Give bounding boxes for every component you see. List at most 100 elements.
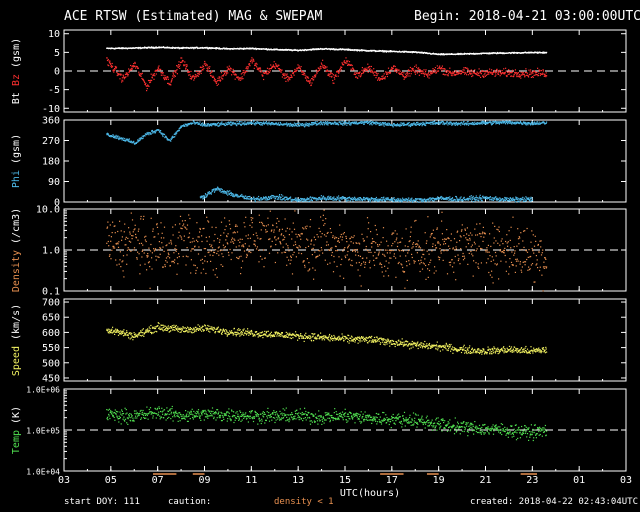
data-point xyxy=(162,134,164,136)
data-point xyxy=(173,252,175,254)
data-point xyxy=(223,247,225,249)
data-point xyxy=(482,120,484,122)
data-point xyxy=(379,199,381,201)
data-point xyxy=(160,68,162,70)
data-point xyxy=(437,196,439,198)
data-point xyxy=(279,194,281,196)
data-point xyxy=(476,123,479,125)
data-point xyxy=(437,122,439,124)
data-point xyxy=(314,251,316,253)
data-point xyxy=(106,242,108,244)
data-point xyxy=(368,198,370,200)
data-point xyxy=(418,201,420,203)
data-point xyxy=(278,198,280,200)
data-point xyxy=(213,252,216,254)
data-point xyxy=(474,198,476,200)
data-point xyxy=(348,124,351,126)
data-point xyxy=(496,52,498,55)
data-point xyxy=(171,79,173,81)
data-point xyxy=(394,65,396,68)
data-point xyxy=(249,65,251,67)
data-point xyxy=(545,72,547,74)
data-point xyxy=(196,75,198,77)
data-point xyxy=(266,73,268,75)
data-point xyxy=(439,123,441,125)
data-point xyxy=(336,122,338,124)
data-point xyxy=(361,122,363,124)
data-point xyxy=(256,123,258,125)
data-point xyxy=(495,122,497,124)
data-point xyxy=(288,125,290,127)
data-point xyxy=(307,270,309,272)
data-point xyxy=(508,69,510,71)
data-point xyxy=(245,195,247,197)
data-point xyxy=(325,121,327,123)
data-point xyxy=(419,69,422,71)
data-point xyxy=(304,226,306,228)
data-point xyxy=(390,198,392,200)
data-point xyxy=(144,81,146,84)
data-point xyxy=(160,237,162,239)
data-point xyxy=(115,137,118,139)
data-point xyxy=(239,241,241,243)
data-point xyxy=(356,123,358,125)
data-point xyxy=(491,123,493,125)
data-point xyxy=(477,197,479,199)
data-point xyxy=(226,73,228,75)
data-point xyxy=(341,196,344,198)
data-point xyxy=(475,195,477,197)
data-point xyxy=(533,70,535,73)
data-point xyxy=(217,122,219,124)
data-point xyxy=(172,260,175,262)
data-point xyxy=(279,196,281,198)
data-point xyxy=(121,137,123,139)
data-point xyxy=(199,231,201,233)
data-point xyxy=(497,197,499,199)
data-point xyxy=(166,76,168,78)
data-point xyxy=(370,120,372,122)
data-point xyxy=(442,68,444,70)
data-point xyxy=(338,70,340,72)
data-point xyxy=(434,67,436,69)
data-point xyxy=(284,77,287,79)
data-point xyxy=(517,121,519,124)
data-point xyxy=(264,257,266,259)
data-point xyxy=(136,66,138,68)
data-point xyxy=(501,199,503,201)
data-point xyxy=(319,196,321,198)
data-point xyxy=(321,48,323,51)
data-point xyxy=(187,124,189,126)
data-point xyxy=(311,239,313,241)
data-point xyxy=(420,70,422,72)
data-point xyxy=(111,232,113,234)
data-point xyxy=(539,70,541,72)
data-point xyxy=(271,67,273,69)
data-point xyxy=(106,59,109,62)
data-point xyxy=(188,214,190,216)
data-point xyxy=(259,67,261,69)
data-point xyxy=(508,71,510,73)
data-point xyxy=(232,71,234,74)
data-point xyxy=(509,200,511,202)
data-point xyxy=(214,188,216,190)
data-point xyxy=(343,122,345,124)
data-point xyxy=(345,57,347,59)
data-point xyxy=(435,53,437,55)
data-point xyxy=(524,71,527,74)
data-point xyxy=(432,121,434,123)
data-point xyxy=(198,236,200,238)
y-tick-label: -5 xyxy=(48,85,60,96)
data-point xyxy=(363,123,365,125)
data-point xyxy=(263,121,265,123)
data-point xyxy=(523,121,525,123)
data-point xyxy=(178,231,180,233)
data-point xyxy=(149,266,151,268)
data-point xyxy=(451,123,453,125)
data-point xyxy=(515,196,517,198)
data-point xyxy=(338,199,340,201)
data-point xyxy=(533,121,536,123)
data-point xyxy=(341,62,343,64)
data-point xyxy=(192,122,194,124)
data-point xyxy=(384,122,386,124)
data-point xyxy=(511,122,513,124)
